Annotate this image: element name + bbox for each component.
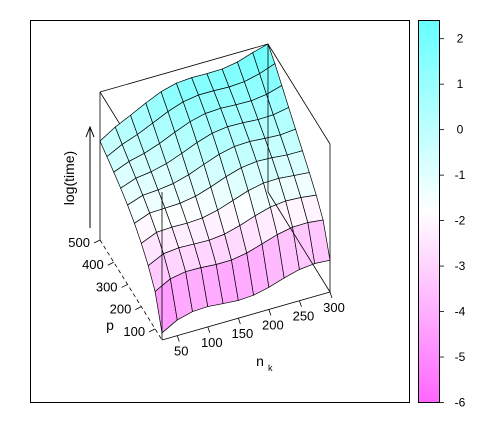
colorbar-tick-label: 1 [457, 77, 464, 91]
box-edge [267, 191, 331, 293]
colorbar-ticks: 2 1 0 -1 -2 -3 -4 -5 -6 [439, 32, 466, 410]
y-tick [135, 306, 142, 311]
colorbar-tick-label: 0 [457, 123, 464, 137]
svg-text:k: k [268, 363, 273, 373]
colorbar-tick-label: -1 [455, 168, 466, 182]
y-axis-label: p [106, 317, 114, 333]
x-tick-label: 100 [201, 335, 223, 350]
z-axis-label: log(time) [61, 151, 77, 205]
y-tick-label: 200 [110, 302, 132, 317]
y-tick-label: 500 [68, 235, 90, 250]
x-tick-label: 50 [174, 344, 188, 359]
colorbar-tick-label: -6 [455, 396, 466, 410]
x-tick [299, 300, 302, 307]
y-tick [148, 328, 156, 333]
surface-mesh [99, 43, 331, 334]
y-tick-label: 100 [123, 324, 145, 339]
plot-frame [30, 20, 410, 403]
x-tick [329, 291, 333, 299]
x-tick-label: 250 [293, 309, 315, 324]
x-axis-label: n k [256, 353, 273, 373]
x-tick [176, 335, 180, 342]
z-axis-arrow [85, 125, 95, 228]
y-tick [121, 284, 128, 288]
colorbar-tick-label: -4 [455, 305, 466, 319]
y-tick-label: 300 [96, 279, 118, 294]
y-tick [107, 261, 114, 266]
x-tick-label: 150 [232, 326, 254, 341]
box-edge [161, 291, 331, 341]
x-axis-ticks: 50 100 150 200 250 300 [174, 291, 345, 359]
x-tick [237, 318, 241, 325]
x-tick [207, 326, 211, 334]
box-edge [267, 43, 331, 145]
y-tick-label: 400 [82, 257, 104, 272]
surface-facet [307, 219, 331, 264]
colorbar-tick-label: -2 [455, 214, 466, 228]
x-tick-label: 200 [262, 317, 284, 332]
svg-text:n: n [256, 353, 264, 369]
x-tick [268, 309, 272, 316]
box-edge-hidden [99, 239, 163, 341]
colorbar-tick-label: -3 [455, 259, 466, 273]
colorbar [418, 20, 440, 403]
y-tick [93, 239, 101, 244]
box-edge [99, 43, 269, 93]
y-axis-ticks: 100 200 300 400 500 [68, 235, 156, 339]
colorbar-tick-label: -5 [455, 350, 466, 364]
x-tick-label: 300 [323, 300, 345, 315]
colorbar-tick-label: 2 [457, 32, 464, 46]
box-front-edges [161, 43, 331, 341]
